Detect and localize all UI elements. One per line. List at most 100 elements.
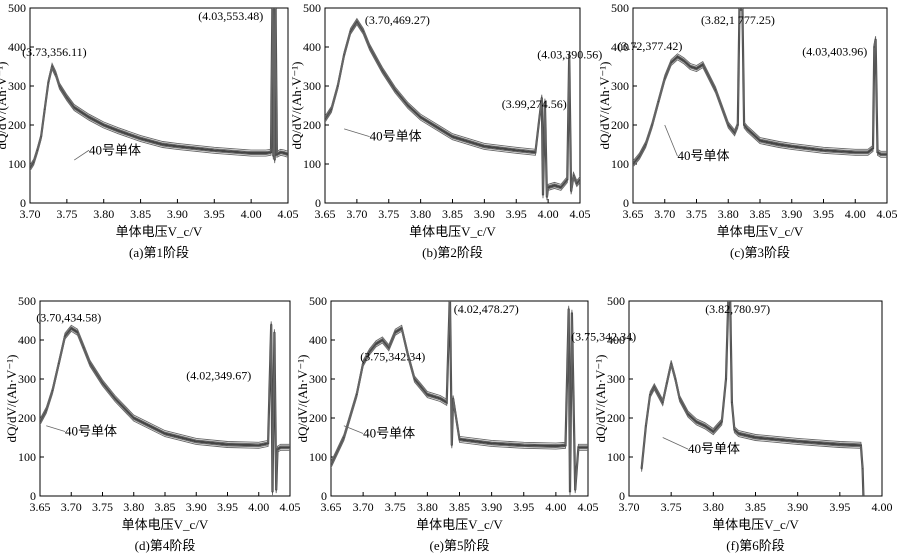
data-point (731, 401, 733, 403)
y-tick-label: 400 (607, 333, 625, 347)
cell-label: 40号单体 (677, 148, 729, 163)
cell-label: 40号单体 (363, 426, 415, 441)
data-point (534, 151, 536, 153)
plot-frame (628, 300, 883, 497)
series-line (641, 301, 864, 496)
series-line (30, 8, 288, 169)
data-point (721, 421, 723, 423)
data-point (560, 186, 562, 188)
data-point (569, 491, 571, 493)
y-axis-title: dQ/dV/(Ah·V⁻¹) (597, 61, 612, 149)
data-point (55, 73, 57, 75)
x-tick-label: 3.65 (315, 207, 336, 221)
data-point (862, 495, 865, 496)
x-tick-label: 3.75 (385, 500, 406, 514)
data-point (362, 362, 364, 364)
data-point (633, 163, 634, 165)
plot-frame (632, 7, 888, 204)
data-point (451, 444, 453, 446)
data-point (458, 438, 461, 441)
series-line (30, 8, 288, 172)
peak-annotation: (3.70,434.58) (36, 311, 101, 325)
peak-annotation: (4.03,403.96) (802, 44, 867, 58)
data-point (743, 124, 745, 126)
data-point (273, 331, 275, 333)
y-tick-label: 0 (30, 489, 36, 503)
data-point (695, 421, 698, 423)
series-group (331, 301, 588, 496)
data-point (702, 63, 704, 66)
cell-label-leader (74, 149, 90, 161)
data-point (839, 443, 841, 446)
data-point (426, 394, 428, 396)
x-tick-label: 4.05 (278, 207, 299, 221)
x-tick-label: 4.00 (538, 207, 559, 221)
data-point (670, 362, 672, 364)
data-point (577, 446, 579, 448)
y-tick-label: 100 (303, 157, 321, 171)
series-line (331, 301, 588, 493)
series-line (633, 8, 887, 165)
data-point (272, 155, 274, 157)
x-tick-label: 3.90 (474, 207, 495, 221)
data-point (413, 378, 416, 380)
data-point (872, 147, 874, 149)
series-line (331, 301, 588, 491)
y-tick-label: 200 (611, 118, 629, 132)
data-point (381, 69, 383, 71)
data-point (83, 347, 85, 349)
y-tick-label: 200 (607, 411, 625, 425)
x-tick-label: 3.70 (20, 207, 41, 221)
data-point (270, 151, 272, 153)
cell-label-leader (344, 128, 370, 137)
data-point (725, 378, 727, 380)
x-tick-label: 3.65 (623, 207, 644, 221)
x-tick-label: 3.70 (346, 207, 367, 221)
peak-annotation: (3.75,342.34) (571, 329, 636, 343)
data-point (674, 378, 676, 380)
data-point (695, 67, 698, 70)
data-point (325, 118, 326, 120)
x-tick-label: 3.85 (750, 207, 771, 221)
data-point (653, 386, 655, 388)
data-point (778, 143, 780, 146)
series-line (641, 301, 864, 496)
data-point (754, 436, 757, 439)
x-tick-label: 3.95 (513, 500, 534, 514)
data-point (638, 155, 640, 157)
x-tick-label: 3.90 (167, 207, 188, 221)
data-point (369, 46, 371, 48)
y-tick-label: 300 (309, 372, 327, 386)
y-axis-title: dQ/dV/(Ah·V⁻¹) (295, 354, 310, 442)
y-tick-label: 500 (303, 1, 321, 15)
data-point (381, 339, 383, 341)
data-point (797, 440, 799, 442)
data-point (420, 386, 422, 388)
x-axis-title: 单体电压V_c/V (717, 224, 804, 239)
x-tick-label: 3.85 (745, 500, 766, 514)
panel-caption: (f)第6阶段 (726, 538, 785, 553)
data-point (44, 108, 46, 110)
data-point (407, 104, 409, 107)
y-tick-label: 400 (18, 333, 36, 347)
data-point (759, 140, 761, 142)
series-line (30, 8, 288, 167)
data-point (394, 89, 396, 91)
data-point (162, 143, 164, 146)
data-point (523, 444, 525, 446)
data-point (580, 446, 583, 448)
chart-panel-6: 0 100 200 300 400 500 3.70 3.75 3.80 3.85 3.90 3.95… (571, 294, 892, 553)
y-tick-label: 0 (623, 196, 629, 210)
data-point (571, 312, 573, 314)
data-point (213, 149, 215, 151)
data-point (483, 145, 485, 148)
data-point (195, 440, 197, 442)
data-point (874, 38, 877, 40)
data-point (555, 445, 557, 447)
data-point (89, 362, 91, 364)
x-tick-label: 3.95 (829, 500, 850, 514)
panel-caption: (d)第4阶段 (135, 538, 196, 553)
data-point (58, 362, 60, 364)
data-point (101, 382, 104, 384)
